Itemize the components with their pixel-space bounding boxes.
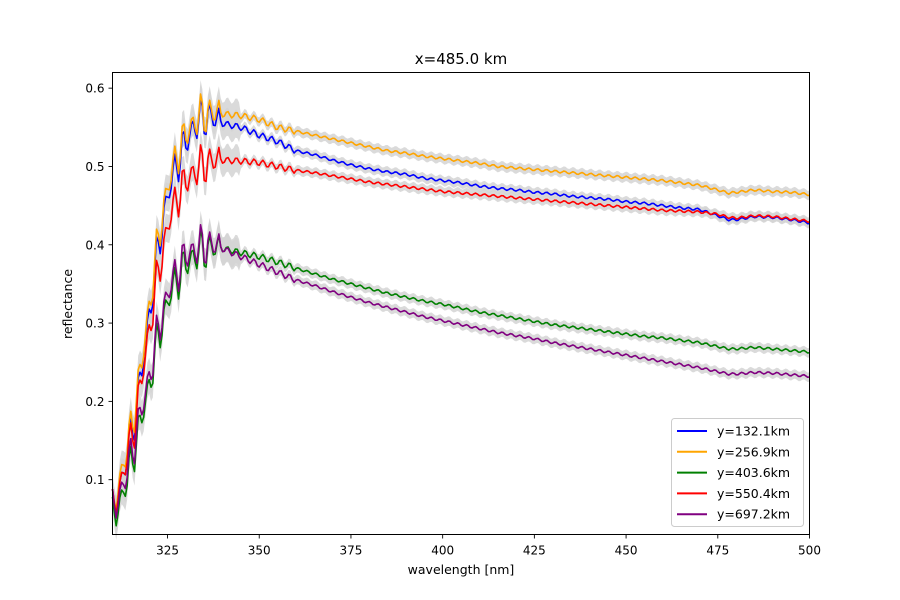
x-tick-label: 450 xyxy=(615,544,638,558)
y-axis-label: reflectance xyxy=(60,269,75,339)
chart-title: x=485.0 km xyxy=(415,50,507,68)
legend-label: y=256.9km xyxy=(717,444,790,459)
series-line xyxy=(111,224,810,519)
series-lines xyxy=(111,93,810,527)
x-tick-label: 375 xyxy=(339,544,362,558)
x-axis: 325 350 375 400 425 450 475 500 xyxy=(156,534,821,558)
uncertainty-band xyxy=(112,79,810,525)
x-axis-label: wavelength [nm] xyxy=(408,562,515,577)
y-tick-label: 0.3 xyxy=(85,317,104,331)
legend: y=132.1km y=256.9km y=403.6km y=550.4km y=69… xyxy=(671,418,804,527)
legend-label: y=550.4km xyxy=(717,486,790,501)
x-tick-label: 500 xyxy=(798,544,821,558)
legend-frame xyxy=(671,418,804,527)
legend-label: y=132.1km xyxy=(717,424,790,439)
x-tick-label: 350 xyxy=(248,544,271,558)
series-line xyxy=(111,93,810,511)
series-line xyxy=(111,144,810,515)
legend-label: y=403.6km xyxy=(717,465,790,480)
legend-label: y=697.2km xyxy=(717,507,790,522)
y-tick-label: 0.2 xyxy=(85,395,104,409)
series-line xyxy=(111,97,810,515)
plot-frame xyxy=(112,72,810,535)
x-tick-label: 325 xyxy=(156,544,179,558)
x-tick-label: 475 xyxy=(706,544,729,558)
y-tick-label: 0.5 xyxy=(85,160,104,174)
x-tick-label: 400 xyxy=(431,544,454,558)
y-tick-label: 0.1 xyxy=(85,473,104,487)
uncertainty-band xyxy=(112,210,810,533)
y-tick-label: 0.4 xyxy=(85,238,104,252)
x-tick-label: 425 xyxy=(523,544,546,558)
y-axis: 0.1 0.2 0.3 0.4 0.5 0.6 xyxy=(85,82,113,487)
y-tick-label: 0.6 xyxy=(85,82,104,96)
